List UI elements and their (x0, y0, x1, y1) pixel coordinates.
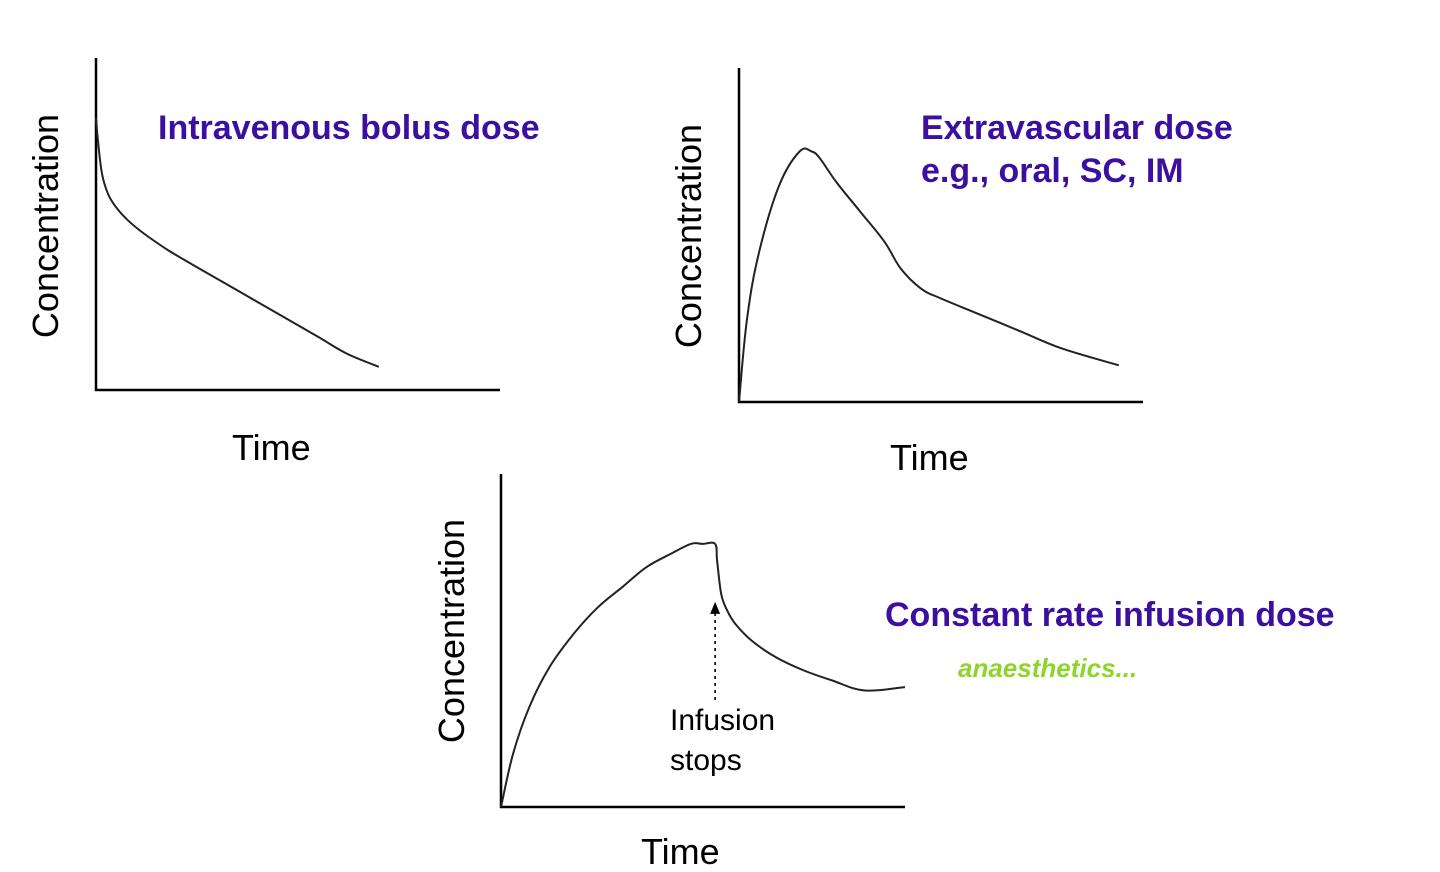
infusion-note: anaesthetics... (958, 653, 1137, 683)
iv-bolus-title: Intravenous bolus dose (158, 109, 540, 147)
iv-bolus-axes (94, 58, 500, 392)
chart-extravascular: Extravascular dose e.g., oral, SC, IM Ti… (668, 68, 1242, 478)
infusion-stops-label-line2: stops (670, 744, 742, 777)
extravascular-ylabel: Concentration (668, 124, 709, 348)
infusion-xlabel: Time (641, 831, 720, 872)
iv-bolus-ylabel: Concentration (25, 114, 66, 338)
infusion-stops-arrow-head (710, 601, 721, 614)
infusion-stops-label-line1: Infusion (670, 704, 775, 737)
infusion-concentration-curve (500, 541, 906, 808)
extravascular-title: Extravascular dose e.g., oral, SC, IM (921, 109, 1242, 190)
chart-iv-bolus: Intravenous bolus dose Time Concentratio… (25, 58, 540, 468)
infusion-title: Constant rate infusion dose (885, 596, 1335, 634)
extravascular-title-line2: e.g., oral, SC, IM (921, 152, 1184, 190)
extravascular-concentration-curve (738, 147, 1120, 403)
chart-infusion: Infusion stops Constant rate infusion do… (431, 474, 1335, 872)
infusion-ylabel: Concentration (431, 519, 472, 743)
iv-bolus-concentration-curve (95, 117, 380, 368)
extravascular-xlabel: Time (890, 437, 969, 478)
extravascular-title-line1: Extravascular dose (921, 109, 1233, 147)
iv-bolus-xlabel: Time (232, 427, 311, 468)
